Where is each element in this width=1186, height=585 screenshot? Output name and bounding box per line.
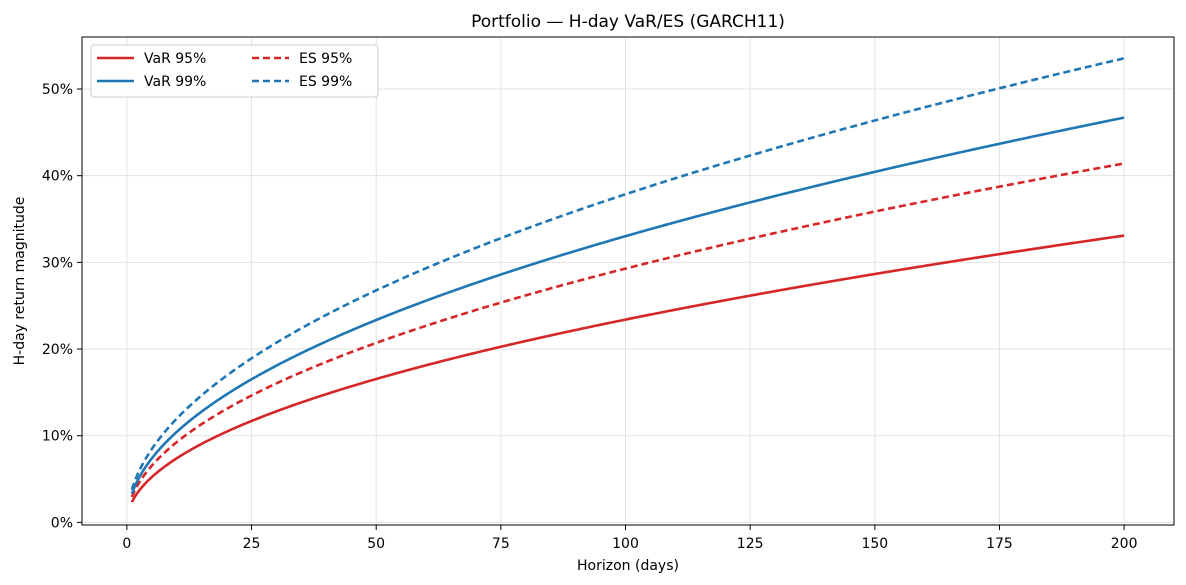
x-tick-label: 150 (861, 536, 888, 552)
x-tick-label: 125 (737, 536, 764, 552)
grid (82, 37, 1174, 525)
x-tick-label: 25 (243, 536, 261, 552)
y-tick-label: 30% (42, 255, 73, 271)
x-tick-label: 100 (612, 536, 639, 552)
legend: VaR 95% ES 95% VaR 99% ES 99% (90, 44, 379, 98)
x-tick-label: 200 (1111, 536, 1138, 552)
legend-box (90, 44, 379, 98)
y-tick-label: 20% (42, 342, 73, 358)
x-axis-label: Horizon (days) (577, 558, 679, 574)
y-axis: 0% 10% 20% 30% 40% 50% (42, 82, 82, 531)
series-line-var-99 (130, 116, 1125, 495)
series-line-es-95 (130, 162, 1125, 498)
y-axis-label: H-day return magnitude (12, 197, 28, 366)
y-tick-label: 10% (42, 429, 73, 445)
y-tick-label: 50% (42, 82, 73, 98)
x-tick-label: 0 (122, 536, 131, 552)
x-axis: 0 25 50 75 100 125 150 175 200 (122, 525, 1138, 552)
legend-label: ES 95% (299, 51, 352, 67)
x-tick-label: 75 (492, 536, 510, 552)
x-tick-label: 50 (367, 536, 385, 552)
plot-frame (81, 36, 1175, 526)
y-tick-label: 40% (42, 169, 73, 185)
x-tick-label: 175 (986, 536, 1013, 552)
legend-label: ES 99% (299, 74, 352, 90)
series-line-var-95 (130, 234, 1125, 503)
legend-label: VaR 95% (144, 51, 206, 67)
legend-label: VaR 99% (144, 74, 206, 90)
series-layer (130, 57, 1125, 503)
chart-title: Portfolio — H-day VaR/ES (GARCH11) (471, 12, 785, 32)
series-line-es-99 (130, 57, 1125, 490)
y-tick-label: 0% (51, 515, 73, 531)
